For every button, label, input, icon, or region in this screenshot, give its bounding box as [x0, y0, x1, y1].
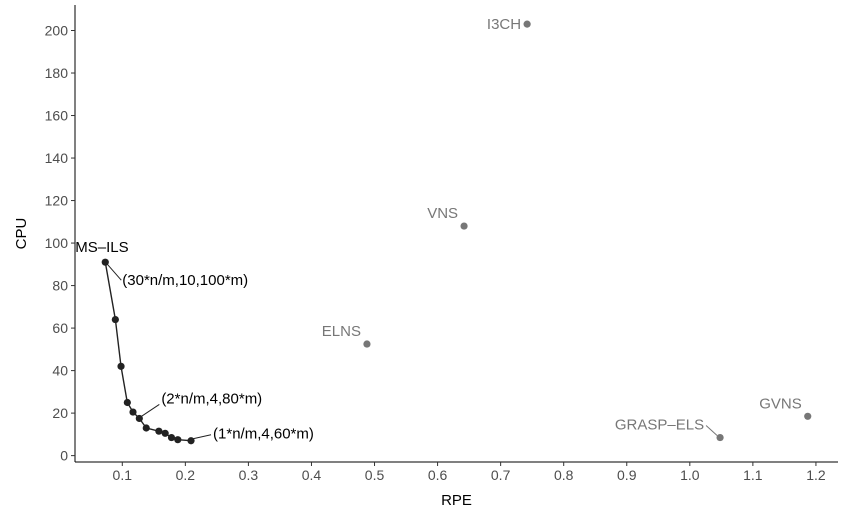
y-ticks: 0 20 40 60 80 100 120 140 160 180 200	[45, 23, 75, 464]
y-tick-label: 140	[45, 150, 69, 166]
y-tick-label: 180	[45, 65, 69, 81]
y-tick-label: 60	[52, 320, 68, 336]
y-tick-label: 0	[60, 448, 68, 464]
ms-ils-points	[101, 258, 195, 445]
algorithm-label: VNS	[427, 205, 458, 222]
ms-ils-point	[174, 436, 182, 444]
ms-ils-point	[135, 414, 143, 423]
y-tick-label: 200	[45, 23, 69, 39]
x-tick-label: 0.6	[428, 467, 448, 483]
annotation-label: (30*n/m,10,100*m)	[122, 272, 248, 289]
ms-ils-point	[187, 437, 195, 445]
x-tick-label: 0.7	[491, 467, 511, 483]
algorithm-point	[460, 222, 468, 230]
axes: 0.1 0.2 0.3 0.4 0.5 0.6 0.7 0.8 0.9 1.0 1.1 1.2 0 20…	[45, 5, 838, 483]
x-tick-label: 0.5	[365, 467, 385, 483]
ms-ils-point	[117, 362, 125, 370]
ms-ils-series-label: MS–ILS	[75, 239, 128, 256]
y-tick-label: 80	[52, 278, 68, 294]
ms-ils-point	[155, 427, 163, 435]
x-tick-label: 1.0	[680, 467, 700, 483]
algorithm-point	[716, 433, 724, 442]
x-ticks: 0.1 0.2 0.3 0.4 0.5 0.6 0.7 0.8 0.9 1.0 1.1 1.2	[113, 462, 826, 483]
x-tick-label: 0.3	[239, 467, 259, 483]
ms-ils-point	[111, 315, 119, 324]
algorithm-point	[804, 412, 812, 420]
ms-ils-annotations: (30*n/m,10,100*m) (2*n/m,4,80*m) (1*n/m,4,…	[106, 263, 314, 443]
annotation-label: (2*n/m,4,80*m)	[161, 390, 262, 407]
algorithm-label: ELNS	[322, 323, 361, 340]
x-axis-title: RPE	[441, 492, 472, 509]
x-tick-label: 0.9	[617, 467, 637, 483]
y-tick-label: 40	[52, 363, 68, 379]
y-tick-label: 160	[45, 108, 69, 124]
algorithm-label: I3CH	[487, 16, 521, 33]
x-tick-label: 1.1	[743, 467, 763, 483]
series-ms-ils: (30*n/m,10,100*m) (2*n/m,4,80*m) (1*n/m,4,…	[75, 239, 314, 445]
x-tick-label: 0.2	[176, 467, 196, 483]
x-tick-label: 0.8	[554, 467, 574, 483]
algorithm-label: GRASP–ELS	[615, 417, 704, 434]
annotation-label: (1*n/m,4,60*m)	[213, 426, 314, 443]
x-tick-label: 1.2	[806, 467, 826, 483]
annotation-leader-line	[106, 263, 122, 281]
y-tick-label: 20	[52, 405, 68, 421]
y-axis-title: CPU	[13, 218, 30, 250]
ms-ils-point	[161, 429, 169, 437]
series-others: I3CH VNS ELNS GRASP–ELS GVNS	[322, 16, 812, 442]
algorithm-label: GVNS	[759, 395, 802, 412]
annotation-leader-line	[141, 404, 160, 417]
algorithm-leader-line	[705, 425, 718, 436]
algorithm-point	[523, 20, 531, 28]
ms-ils-point	[142, 424, 150, 432]
ms-ils-point	[101, 258, 109, 266]
algorithm-point	[363, 340, 371, 348]
ms-ils-point	[167, 433, 176, 442]
annotation-leader-line	[192, 434, 212, 440]
ms-ils-point	[123, 398, 131, 407]
y-tick-label: 100	[45, 235, 69, 251]
ms-ils-point	[129, 408, 137, 416]
x-tick-label: 0.1	[113, 467, 133, 483]
x-tick-label: 0.4	[302, 467, 322, 483]
y-tick-label: 120	[45, 193, 69, 209]
